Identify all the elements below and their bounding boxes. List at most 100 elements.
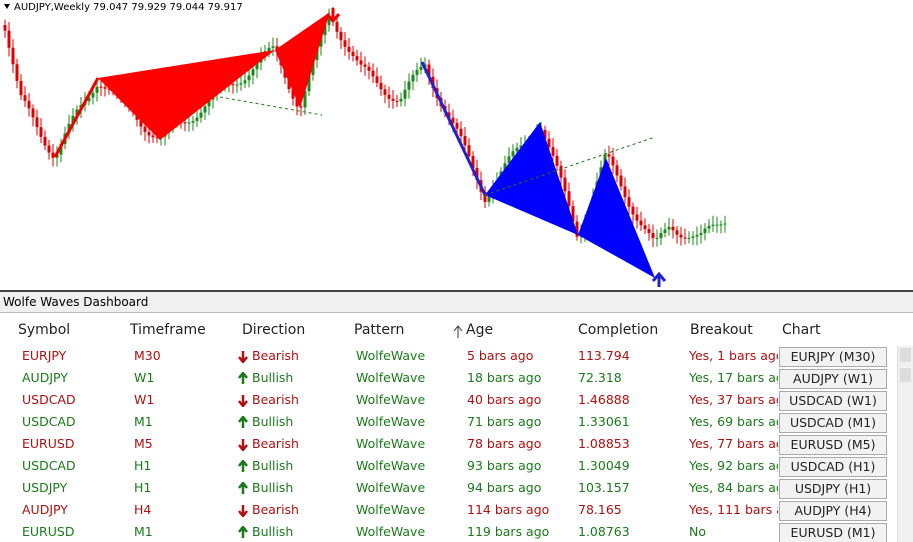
pattern-cell: WolfeWave xyxy=(356,524,426,539)
completion-cell: 113.794 xyxy=(578,348,630,363)
candle-body xyxy=(87,97,91,102)
candle-body xyxy=(391,98,395,101)
candle-body xyxy=(363,64,367,67)
direction-arrow xyxy=(238,526,248,538)
candle-body xyxy=(451,117,455,123)
chart-button[interactable]: USDJPY (H1) xyxy=(779,479,887,499)
timeframe-cell: H1 xyxy=(134,480,152,495)
column-header: Age xyxy=(466,322,494,338)
candle-body xyxy=(639,220,643,226)
candle-body xyxy=(559,165,563,178)
candle-body xyxy=(287,77,291,90)
candle-body xyxy=(663,229,667,233)
candle-body xyxy=(483,191,487,202)
direction-cell: Bearish xyxy=(252,436,299,451)
timeframe-cell: M30 xyxy=(134,348,161,363)
scroll-thumb[interactable] xyxy=(900,368,911,382)
timeframe-cell: M1 xyxy=(134,524,153,539)
candle-body xyxy=(683,237,687,239)
direction-arrow xyxy=(238,439,248,451)
candle-body xyxy=(327,15,331,26)
candle-body xyxy=(299,106,303,108)
candle-body xyxy=(343,40,347,47)
candle-body xyxy=(519,145,523,148)
candle-body xyxy=(715,224,719,226)
candle-body xyxy=(267,47,271,52)
candle-body xyxy=(459,128,463,137)
completion-cell: 1.08853 xyxy=(578,436,630,451)
candle-body xyxy=(455,122,459,129)
age-cell: 18 bars ago xyxy=(467,370,542,385)
candle-body xyxy=(487,196,491,202)
candle-body xyxy=(407,81,411,90)
wolfe-pattern xyxy=(98,50,275,140)
chart-button[interactable]: USDCAD (W1) xyxy=(779,391,887,411)
candle-body xyxy=(379,82,383,90)
timeframe-cell: H1 xyxy=(134,458,152,473)
completion-cell: 1.46888 xyxy=(578,392,630,407)
buy-arrow xyxy=(651,271,667,287)
chart-button[interactable]: USDCAD (M1) xyxy=(779,413,887,433)
pattern-cell: WolfeWave xyxy=(356,348,426,363)
chart-button[interactable]: EURUSD (M1) xyxy=(779,523,887,542)
timeframe-cell: M5 xyxy=(134,436,153,451)
candle-body xyxy=(655,237,659,239)
direction-arrow xyxy=(238,482,248,494)
candle-body xyxy=(695,235,699,237)
candle-body xyxy=(143,126,147,132)
completion-cell: 1.30049 xyxy=(578,458,630,473)
candle-body xyxy=(155,137,159,139)
chart-button[interactable]: EURJPY (M30) xyxy=(779,347,887,367)
candle-body xyxy=(323,25,327,36)
candle-body xyxy=(59,144,63,155)
chart-button[interactable]: EURUSD (M5) xyxy=(779,435,887,455)
candle-body xyxy=(447,112,451,118)
age-cell: 119 bars ago xyxy=(467,524,550,539)
candle-body xyxy=(667,226,671,230)
candle-body xyxy=(403,89,407,99)
candle-body xyxy=(295,98,299,107)
candle-body xyxy=(251,69,255,76)
timeframe-cell: W1 xyxy=(134,370,155,385)
wolfe-pattern xyxy=(578,158,655,278)
breakout-cell: Yes, 84 bars ag xyxy=(689,480,778,495)
candle-body xyxy=(619,175,623,187)
symbol-cell: USDCAD xyxy=(22,414,76,429)
breakout-cell: No xyxy=(689,524,706,539)
candle-body xyxy=(703,228,707,234)
direction-cell: Bullish xyxy=(252,524,294,539)
candle-body xyxy=(271,46,275,48)
candle-body xyxy=(679,234,683,238)
candle-body xyxy=(723,223,727,225)
candle-body xyxy=(195,117,199,122)
menu-arrow xyxy=(4,4,10,9)
candle-body xyxy=(139,119,143,127)
pattern-cell: WolfeWave xyxy=(356,392,426,407)
candle-body xyxy=(399,98,403,102)
candle-body xyxy=(39,127,43,137)
scrollbar[interactable] xyxy=(897,346,913,542)
candle-body xyxy=(507,156,511,164)
candle-body xyxy=(199,112,203,118)
candle-body xyxy=(467,145,471,157)
candle-body xyxy=(339,31,343,41)
scroll-thumb[interactable] xyxy=(900,348,911,362)
chart-button[interactable]: AUDJPY (W1) xyxy=(779,369,887,389)
candle-body xyxy=(387,94,391,99)
candle-body xyxy=(71,115,75,124)
chart-button[interactable]: USDCAD (H1) xyxy=(779,457,887,477)
chart-button[interactable]: AUDJPY (H4) xyxy=(779,501,887,521)
candle-body xyxy=(187,122,191,124)
candle-body xyxy=(243,80,247,84)
column-header: Direction xyxy=(242,322,306,338)
candle-body xyxy=(23,95,27,101)
breakout-cell: Yes, 92 bars ag xyxy=(689,458,778,473)
symbol-cell: EURUSD xyxy=(22,436,75,451)
candle-body xyxy=(623,186,627,198)
breakout-cell: Yes, 69 bars ag xyxy=(689,414,778,429)
completion-cell: 103.157 xyxy=(578,480,630,495)
candle-body xyxy=(147,131,151,136)
candle-body xyxy=(611,156,615,166)
symbol-cell: EURUSD xyxy=(22,524,75,539)
completion-cell: 1.33061 xyxy=(578,414,630,429)
